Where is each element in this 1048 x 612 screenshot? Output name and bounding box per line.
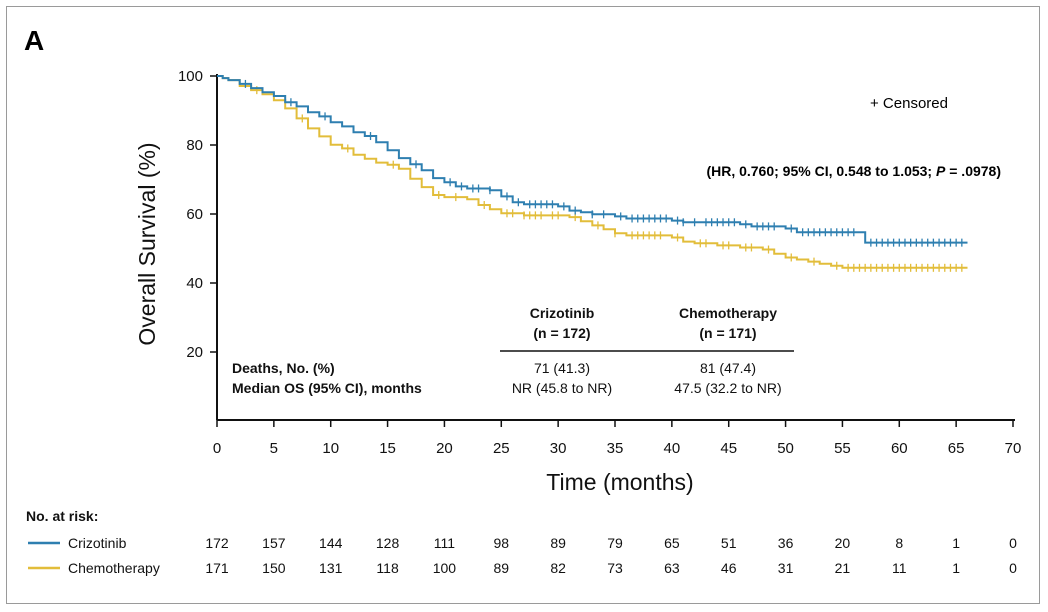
risk-count: 82: [550, 560, 566, 576]
risk-count: 46: [721, 560, 737, 576]
summary-row2-col2: 47.5 (32.2 to NR): [674, 380, 781, 396]
x-tick-label: 50: [777, 440, 794, 457]
risk-count: 73: [607, 560, 623, 576]
risk-count: 157: [262, 535, 286, 551]
summary-col2-n: (n = 171): [699, 325, 756, 341]
risk-count: 0: [1009, 535, 1017, 551]
x-tick-label: 20: [436, 440, 453, 457]
risk-count: 128: [376, 535, 400, 551]
hr-p-label: P: [936, 163, 946, 179]
x-tick-label: 70: [1005, 440, 1022, 457]
risk-count: 63: [664, 560, 680, 576]
summary-col1-n: (n = 172): [533, 325, 590, 341]
summary-col1-name: Crizotinib: [530, 305, 595, 321]
risk-count: 11: [892, 560, 907, 576]
y-tick-label: 60: [186, 206, 203, 223]
survival-curve-crizotinib: [217, 75, 968, 244]
hr-prefix: (HR, 0.760; 95% CI, 0.548 to 1.053;: [706, 163, 936, 179]
risk-count: 172: [205, 535, 229, 551]
risk-row-crizotinib-label: Crizotinib: [68, 535, 127, 551]
risk-count: 98: [493, 535, 509, 551]
risk-count: 21: [835, 560, 851, 576]
risk-count: 118: [376, 560, 399, 576]
hazard-ratio-text: (HR, 0.760; 95% CI, 0.548 to 1.053; P = …: [706, 163, 1001, 179]
x-tick-label: 0: [213, 440, 221, 457]
summary-col2-name: Chemotherapy: [679, 305, 777, 321]
risk-count: 8: [895, 535, 903, 551]
x-tick-label: 40: [664, 440, 681, 457]
summary-row1-col1: 71 (41.3): [534, 360, 590, 376]
x-tick-label: 45: [720, 440, 737, 457]
y-tick-label: 40: [186, 275, 203, 292]
risk-count: 89: [493, 560, 509, 576]
x-tick-label: 35: [607, 440, 624, 457]
risk-count: 1: [952, 535, 960, 551]
x-axis-ticks: 0 5 10 15 20 25 30 35 40 45 50 55 60 65 70: [213, 420, 1022, 457]
plot-axes: [216, 74, 1015, 421]
x-tick-label: 5: [270, 440, 278, 457]
x-tick-label: 55: [834, 440, 851, 457]
hr-suffix: = .0978): [945, 163, 1001, 179]
risk-count: 36: [778, 535, 794, 551]
x-tick-label: 10: [322, 440, 339, 457]
y-tick-label: 80: [186, 137, 203, 154]
summary-row2-col1: NR (45.8 to NR): [512, 380, 612, 396]
y-tick-label: 20: [186, 344, 203, 361]
x-axis-title: Time (months): [546, 469, 693, 495]
survival-curve-chemotherapy: [217, 75, 968, 269]
summary-table: Crizotinib (n = 172) Chemotherapy (n = 1…: [232, 305, 794, 396]
figure-frame: [6, 6, 1040, 604]
risk-count: 144: [319, 535, 343, 551]
risk-table-title: No. at risk:: [26, 508, 98, 524]
x-tick-label: 15: [379, 440, 396, 457]
y-tick-label: 100: [178, 68, 203, 85]
censored-legend: + Censored: [870, 95, 948, 112]
risk-row-chemotherapy-label: Chemotherapy: [68, 560, 160, 576]
risk-count: 79: [607, 535, 623, 551]
summary-row1-col2: 81 (47.4): [700, 360, 756, 376]
panel-label: A: [24, 25, 44, 56]
x-tick-label: 30: [550, 440, 567, 457]
x-tick-label: 60: [891, 440, 908, 457]
risk-count: 65: [664, 535, 680, 551]
risk-count: 150: [262, 560, 286, 576]
risk-row-chemotherapy-counts: 171 150 131 118 100 89 82 73 63 46 31 21 11 1 0: [205, 560, 1017, 576]
risk-table: No. at risk: Crizotinib 172 157 144 128 111 9…: [26, 508, 1017, 576]
summary-row1-label: Deaths, No. (%): [232, 360, 335, 376]
risk-count: 31: [778, 560, 794, 576]
risk-count: 100: [433, 560, 457, 576]
y-axis-ticks: 20 40 60 80 100: [178, 68, 217, 361]
x-tick-label: 25: [493, 440, 510, 457]
risk-count: 131: [319, 560, 343, 576]
risk-count: 1: [952, 560, 960, 576]
risk-count: 51: [721, 535, 737, 551]
x-tick-label: 65: [948, 440, 965, 457]
risk-count: 20: [835, 535, 851, 551]
summary-row2-label: Median OS (95% CI), months: [232, 380, 422, 396]
risk-count: 111: [434, 535, 455, 551]
risk-row-crizotinib-counts: 172 157 144 128 111 98 89 79 65 51 36 20 8 1 0: [205, 535, 1017, 551]
survival-curves: [217, 75, 968, 272]
risk-count: 171: [205, 560, 229, 576]
y-axis-title: Overall Survival (%): [134, 142, 160, 345]
risk-count: 0: [1009, 560, 1017, 576]
risk-count: 89: [550, 535, 566, 551]
